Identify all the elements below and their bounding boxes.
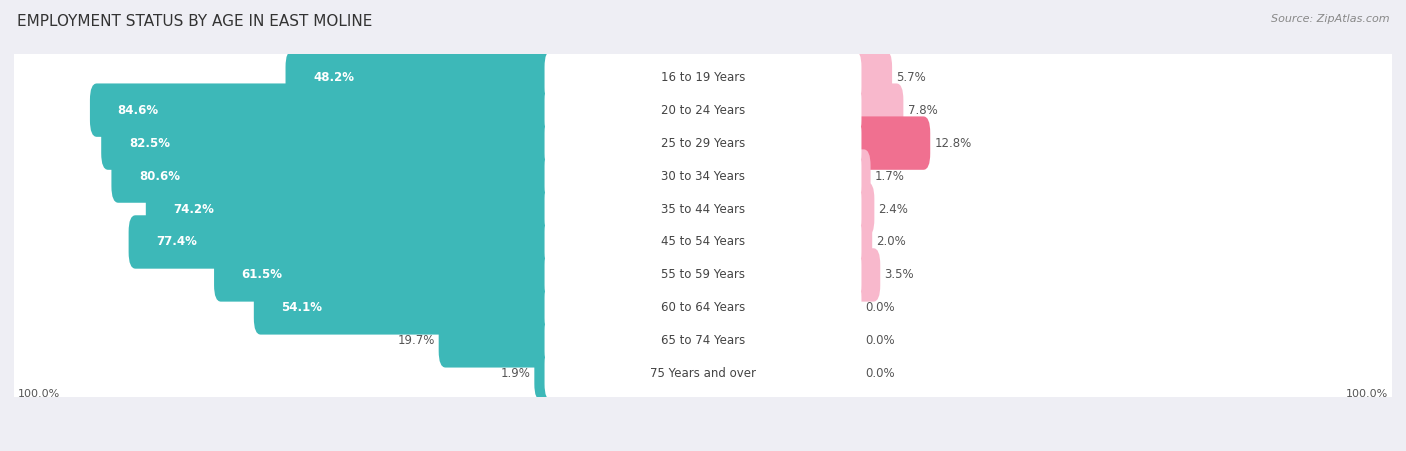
Text: 55 to 59 Years: 55 to 59 Years bbox=[661, 268, 745, 281]
FancyBboxPatch shape bbox=[544, 347, 862, 400]
FancyBboxPatch shape bbox=[7, 137, 1399, 215]
FancyBboxPatch shape bbox=[7, 104, 1399, 182]
FancyBboxPatch shape bbox=[128, 215, 558, 269]
FancyBboxPatch shape bbox=[7, 71, 1399, 149]
Text: 1.9%: 1.9% bbox=[501, 367, 530, 380]
FancyBboxPatch shape bbox=[848, 116, 931, 170]
Text: 45 to 54 Years: 45 to 54 Years bbox=[661, 235, 745, 249]
Text: 30 to 34 Years: 30 to 34 Years bbox=[661, 170, 745, 183]
Text: 0.0%: 0.0% bbox=[866, 367, 896, 380]
Text: 65 to 74 Years: 65 to 74 Years bbox=[661, 334, 745, 347]
FancyBboxPatch shape bbox=[848, 182, 875, 236]
Text: 80.6%: 80.6% bbox=[139, 170, 180, 183]
FancyBboxPatch shape bbox=[544, 314, 862, 368]
FancyBboxPatch shape bbox=[254, 281, 558, 335]
FancyBboxPatch shape bbox=[7, 170, 1399, 248]
Text: 7.8%: 7.8% bbox=[907, 104, 938, 117]
Text: 5.7%: 5.7% bbox=[896, 71, 927, 84]
Text: 0.0%: 0.0% bbox=[866, 334, 896, 347]
Text: 61.5%: 61.5% bbox=[242, 268, 283, 281]
FancyBboxPatch shape bbox=[544, 51, 862, 104]
Text: 2.0%: 2.0% bbox=[876, 235, 905, 249]
FancyBboxPatch shape bbox=[214, 248, 558, 302]
Text: 77.4%: 77.4% bbox=[156, 235, 197, 249]
FancyBboxPatch shape bbox=[848, 51, 891, 104]
Text: 48.2%: 48.2% bbox=[314, 71, 354, 84]
FancyBboxPatch shape bbox=[544, 149, 862, 203]
Text: 100.0%: 100.0% bbox=[18, 389, 60, 399]
FancyBboxPatch shape bbox=[848, 248, 880, 302]
Text: 82.5%: 82.5% bbox=[129, 137, 170, 150]
FancyBboxPatch shape bbox=[848, 215, 872, 269]
FancyBboxPatch shape bbox=[7, 38, 1399, 116]
FancyBboxPatch shape bbox=[439, 314, 558, 368]
FancyBboxPatch shape bbox=[544, 182, 862, 236]
FancyBboxPatch shape bbox=[544, 215, 862, 269]
Text: 20 to 24 Years: 20 to 24 Years bbox=[661, 104, 745, 117]
FancyBboxPatch shape bbox=[7, 302, 1399, 380]
FancyBboxPatch shape bbox=[848, 149, 870, 203]
FancyBboxPatch shape bbox=[544, 116, 862, 170]
FancyBboxPatch shape bbox=[544, 248, 862, 302]
Text: 35 to 44 Years: 35 to 44 Years bbox=[661, 202, 745, 216]
FancyBboxPatch shape bbox=[848, 83, 904, 137]
Text: 84.6%: 84.6% bbox=[118, 104, 159, 117]
Text: 0.0%: 0.0% bbox=[866, 301, 896, 314]
FancyBboxPatch shape bbox=[7, 236, 1399, 314]
Text: 12.8%: 12.8% bbox=[935, 137, 972, 150]
Text: 74.2%: 74.2% bbox=[173, 202, 214, 216]
FancyBboxPatch shape bbox=[544, 83, 862, 137]
FancyBboxPatch shape bbox=[7, 203, 1399, 281]
FancyBboxPatch shape bbox=[111, 149, 558, 203]
Text: 3.5%: 3.5% bbox=[884, 268, 914, 281]
Text: 54.1%: 54.1% bbox=[281, 301, 322, 314]
FancyBboxPatch shape bbox=[146, 182, 558, 236]
Text: 100.0%: 100.0% bbox=[1346, 389, 1388, 399]
FancyBboxPatch shape bbox=[544, 281, 862, 335]
Text: EMPLOYMENT STATUS BY AGE IN EAST MOLINE: EMPLOYMENT STATUS BY AGE IN EAST MOLINE bbox=[17, 14, 373, 28]
FancyBboxPatch shape bbox=[534, 347, 558, 400]
FancyBboxPatch shape bbox=[7, 269, 1399, 347]
Text: 19.7%: 19.7% bbox=[396, 334, 434, 347]
Text: 2.4%: 2.4% bbox=[879, 202, 908, 216]
FancyBboxPatch shape bbox=[285, 51, 558, 104]
Text: Source: ZipAtlas.com: Source: ZipAtlas.com bbox=[1271, 14, 1389, 23]
Text: 75 Years and over: 75 Years and over bbox=[650, 367, 756, 380]
Text: 25 to 29 Years: 25 to 29 Years bbox=[661, 137, 745, 150]
FancyBboxPatch shape bbox=[90, 83, 558, 137]
Text: 16 to 19 Years: 16 to 19 Years bbox=[661, 71, 745, 84]
FancyBboxPatch shape bbox=[101, 116, 558, 170]
Text: 60 to 64 Years: 60 to 64 Years bbox=[661, 301, 745, 314]
Text: 1.7%: 1.7% bbox=[875, 170, 904, 183]
FancyBboxPatch shape bbox=[7, 335, 1399, 413]
